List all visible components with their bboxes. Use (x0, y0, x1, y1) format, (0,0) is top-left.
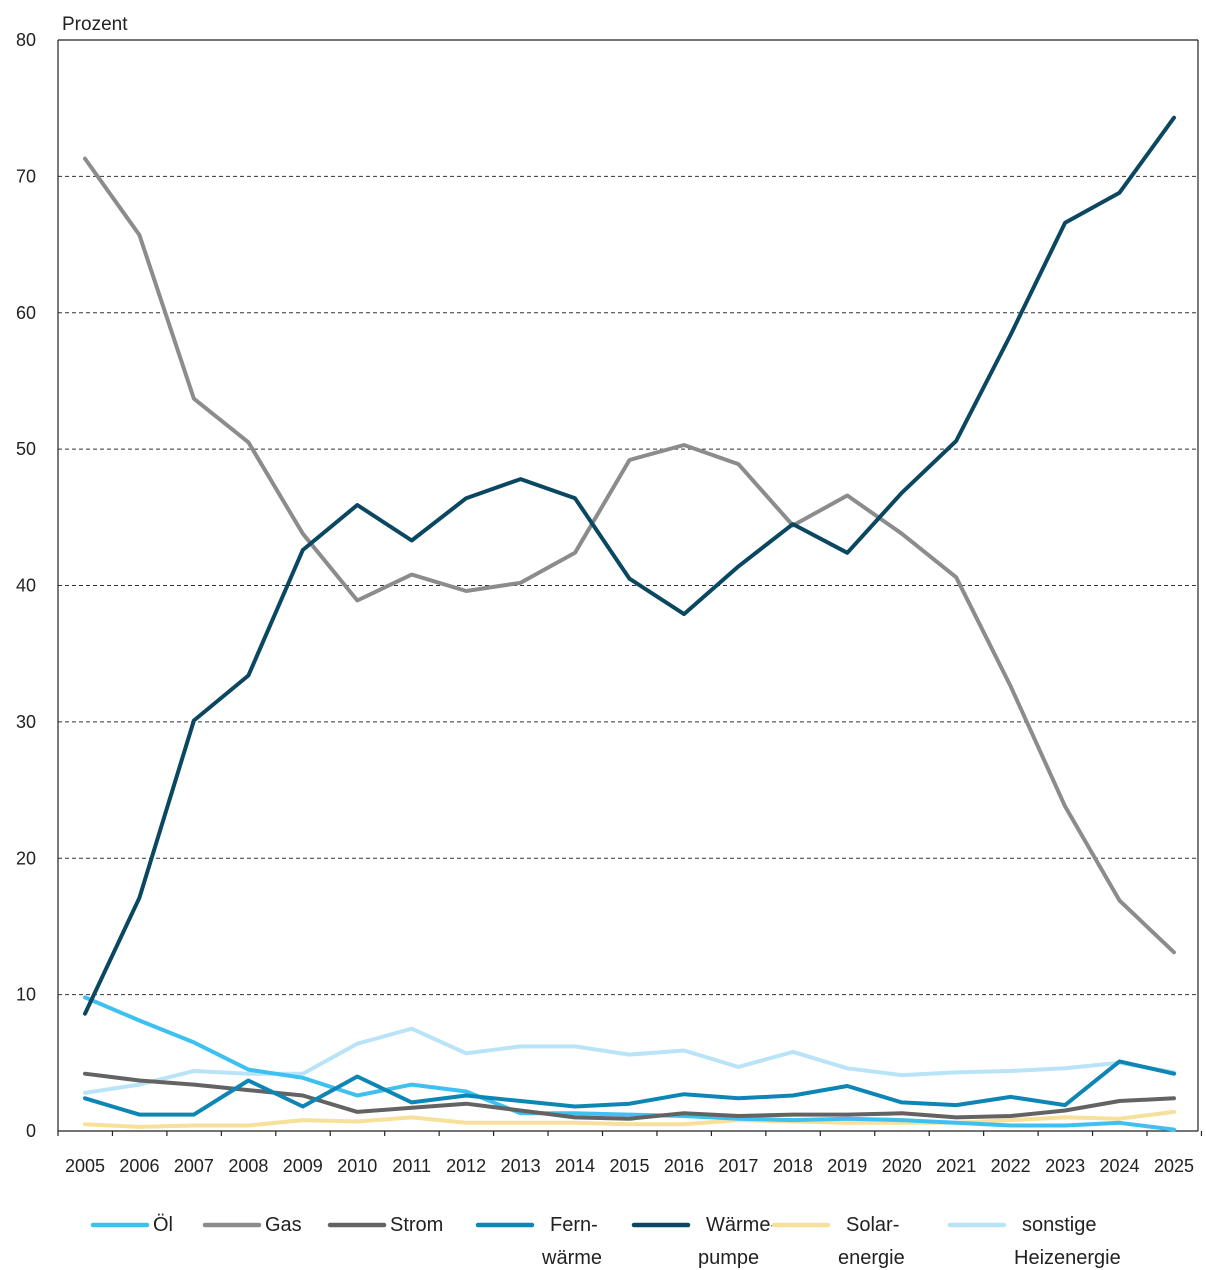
x-tick-label: 2012 (446, 1156, 486, 1176)
y-tick-label: 30 (16, 712, 36, 732)
legend-item: Gas (202, 1214, 302, 1236)
x-tick-label: 2013 (501, 1156, 541, 1176)
legend-label: Solar- (846, 1214, 899, 1236)
series-line-wärmepumpe (83, 115, 1176, 1016)
x-tick-label: 2021 (936, 1156, 976, 1176)
y-tick-label: 40 (16, 576, 36, 596)
y-tick-label: 10 (16, 985, 36, 1005)
legend-label: Wärme- (706, 1214, 777, 1236)
x-tick-label: 2018 (773, 1156, 813, 1176)
legend-label: Fern- (550, 1214, 598, 1236)
series-line-gas (83, 156, 1176, 955)
series-line-sonstige-heizenergie (83, 1026, 1176, 1095)
y-tick-label: 50 (16, 439, 36, 459)
x-tick-label: 2017 (718, 1156, 758, 1176)
x-tick-label: 2015 (609, 1156, 649, 1176)
y-tick-label: 20 (16, 848, 36, 868)
legend-label: wärme (541, 1247, 602, 1269)
x-tick-label: 2016 (664, 1156, 704, 1176)
legend-label: energie (838, 1247, 905, 1269)
legend-label: Öl (153, 1214, 173, 1236)
y-tick-label: 80 (16, 30, 36, 50)
series-line-strom (83, 1071, 1176, 1121)
y-tick-labels: 0 10 20 30 40 50 60 70 80 (16, 30, 36, 1141)
x-tick-label: 2025 (1154, 1156, 1194, 1176)
x-tick-label: 2005 (65, 1156, 105, 1176)
legend-item: Solar-energie (771, 1214, 905, 1269)
legend-item: Wärme-pumpe (631, 1214, 777, 1269)
x-tick-label: 2011 (392, 1156, 431, 1176)
series-line-fernwärme (83, 1059, 1176, 1117)
y-axis-unit-label: Prozent (62, 14, 128, 35)
legend-label: Heizenergie (1014, 1247, 1121, 1269)
legend-label: Strom (390, 1214, 443, 1236)
series-lines (83, 115, 1176, 1132)
x-tick-label: 2020 (882, 1156, 922, 1176)
legend-label: pumpe (698, 1247, 759, 1269)
x-tick-labels: 2005 2006 2007 2008 2009 2010 2011 2012 2013 2014… (57, 1131, 1203, 1176)
x-tick-label: 2009 (283, 1156, 323, 1176)
legend-item: Öl (90, 1214, 173, 1236)
grid-lines (58, 175, 1198, 996)
series-line-solarenergie (83, 1109, 1176, 1129)
series-line-öl (83, 995, 1176, 1132)
y-tick-label: 60 (16, 303, 36, 323)
x-tick-label: 2014 (555, 1156, 595, 1176)
x-tick-label: 2022 (991, 1156, 1031, 1176)
legend: Öl Gas Strom Fern-wärmeWärme-pumpeSolar-ene… (90, 1214, 1121, 1269)
x-tick-label: 2008 (228, 1156, 268, 1176)
legend-label: sonstige (1022, 1214, 1097, 1236)
x-tick-label: 2007 (174, 1156, 214, 1176)
x-tick-label: 2019 (827, 1156, 867, 1176)
legend-label: Gas (265, 1214, 302, 1236)
y-tick-label: 0 (26, 1121, 36, 1141)
y-tick-label: 70 (16, 166, 36, 186)
legend-item: Strom (327, 1214, 443, 1236)
x-tick-label: 2023 (1045, 1156, 1085, 1176)
legend-item: Fern-wärme (475, 1214, 602, 1269)
legend-item: sonstige Heizenergie (947, 1214, 1121, 1269)
x-tick-label: 2024 (1100, 1156, 1140, 1176)
x-tick-label: 2006 (119, 1156, 159, 1176)
x-tick-label: 2010 (337, 1156, 377, 1176)
axes (57, 39, 1199, 1132)
